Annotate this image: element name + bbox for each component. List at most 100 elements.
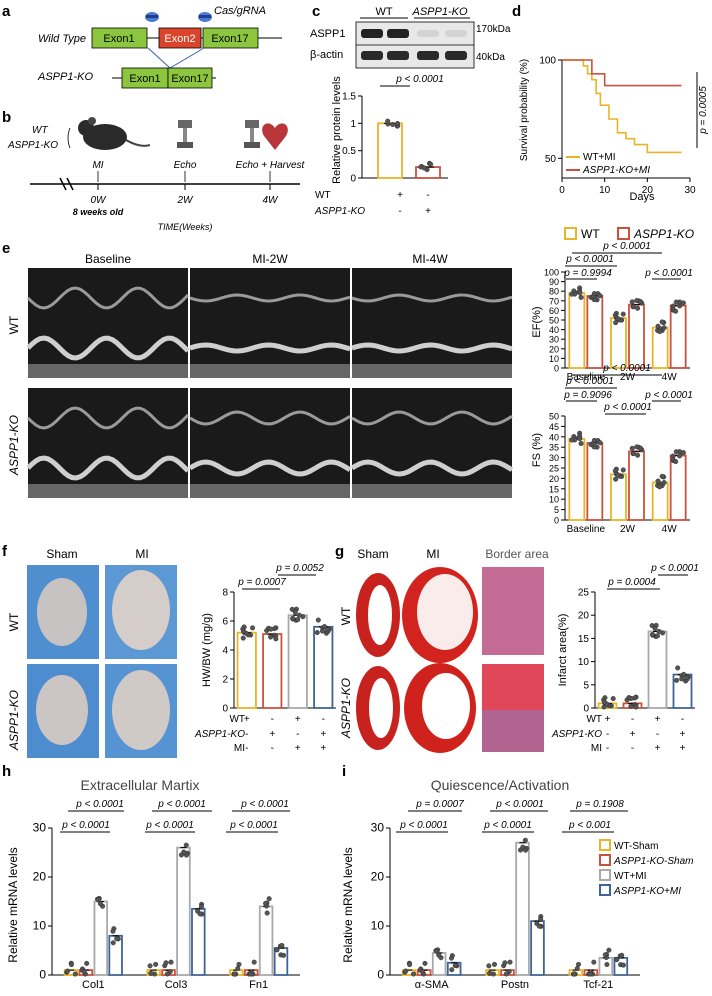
data-point xyxy=(264,910,270,916)
kda-170-label: 170kDa xyxy=(476,24,511,35)
data-point xyxy=(630,451,636,457)
sign: - xyxy=(681,714,684,725)
data-point xyxy=(235,965,241,971)
i-pvalue: p = 0.1908 xyxy=(575,799,624,810)
x-tick-label: Baseline xyxy=(567,524,606,535)
panel-a: a Wild Type Exon1 Exon2 Exon17 Cas/gRNA … xyxy=(2,3,282,89)
fs-pvalue: p = 0.9096 xyxy=(563,390,612,401)
data-point xyxy=(613,476,619,482)
data-point xyxy=(268,634,274,640)
y-tick-label: 30 xyxy=(371,821,385,835)
data-point xyxy=(536,923,542,929)
y-tick-label: 0.5 xyxy=(342,146,356,157)
bar xyxy=(262,633,283,709)
echo-wall-top xyxy=(351,293,513,303)
data-point xyxy=(613,320,619,326)
data-point xyxy=(240,635,246,641)
h-pvalue: p < 0.0001 xyxy=(157,799,206,810)
sign: + xyxy=(244,714,250,725)
data-point xyxy=(606,947,612,953)
chart-c: 0 0.5 1 1.5 xyxy=(342,92,448,185)
bar xyxy=(586,442,604,521)
echo-wall-bottom xyxy=(188,459,352,477)
y-tick-label: 1 xyxy=(350,119,356,130)
x-tick-label: Col3 xyxy=(165,979,188,991)
echo-wall-bottom xyxy=(26,455,190,481)
g-row-mi-label: MI xyxy=(591,743,602,754)
data-point xyxy=(674,677,680,683)
data-point xyxy=(448,955,454,961)
data-point xyxy=(250,625,256,631)
y-tick-label: 30 xyxy=(549,453,559,463)
x-tick-label: Tcf-21 xyxy=(583,979,613,991)
sign: + xyxy=(320,729,326,740)
data-point xyxy=(319,628,325,634)
blot-aspp1-label: ASPP1 xyxy=(310,28,345,40)
echo-image xyxy=(352,268,512,378)
data-point xyxy=(97,901,103,907)
bar xyxy=(610,317,627,369)
data-point xyxy=(502,960,508,966)
data-point xyxy=(292,609,298,615)
x-tick-label: 4W xyxy=(662,524,678,535)
f-sign-rows: + - - - + - + - + - + + xyxy=(244,714,327,754)
fs-pvalue: p < 0.0001 xyxy=(565,376,614,387)
echo-wall-bottom xyxy=(26,335,190,361)
panel-label-f: f xyxy=(2,543,8,560)
data-point xyxy=(181,849,187,855)
bar xyxy=(258,905,274,976)
data-point xyxy=(248,971,254,977)
g-row-wt: WT xyxy=(339,606,353,625)
data-point xyxy=(148,970,154,976)
x-tick-label: Fn1 xyxy=(249,979,268,991)
y-tick-label: 20 xyxy=(549,474,559,484)
x-tick-label: Col1 xyxy=(82,979,105,991)
g-row-wt-label: WT xyxy=(586,714,602,725)
data-point xyxy=(538,916,544,922)
y-tick-label: 5 xyxy=(583,680,589,691)
data-point xyxy=(251,959,257,965)
bar xyxy=(628,303,645,369)
data-point xyxy=(661,325,667,331)
data-point xyxy=(619,952,625,958)
bar xyxy=(647,630,668,709)
e-row-wt: WT xyxy=(7,315,21,334)
y-tick-label: 60 xyxy=(549,306,559,316)
data-point xyxy=(266,896,272,902)
data-point xyxy=(680,300,686,306)
data-point xyxy=(324,627,330,633)
c-sign: - xyxy=(426,190,429,201)
scissor-icon-1 xyxy=(145,12,159,22)
panel-b: b WT ASPP1-KO MI Echo Echo + Harvest xyxy=(2,109,306,232)
i-legend-item: ASPP1-KO+MI xyxy=(613,886,681,897)
data-point xyxy=(110,928,116,934)
echo-wall-top xyxy=(189,293,351,303)
b-age-label: 8 weeks old xyxy=(73,207,124,217)
sign: - xyxy=(271,714,274,725)
b-0w-label: 0W xyxy=(91,195,108,206)
sign: + xyxy=(680,729,686,740)
y-tick-label: 0 xyxy=(554,516,559,526)
data-point xyxy=(273,636,279,642)
data-point xyxy=(110,940,116,946)
data-point xyxy=(163,960,169,966)
panel-i: i Quiescence/Activation 0 10 20 30 α-SMA Post… xyxy=(341,763,693,991)
echo-image xyxy=(28,268,188,378)
data-point xyxy=(433,948,439,954)
ef-pvalue: p < 0.0001 xyxy=(602,241,651,252)
b-time-label: TIME(Weeks) xyxy=(158,222,213,232)
f-row-ko: ASPP1-KO xyxy=(7,690,21,751)
survival-line xyxy=(562,59,682,154)
i-pvalue: p < 0.0001 xyxy=(483,820,532,831)
data-point xyxy=(147,963,153,969)
sign: + xyxy=(630,729,636,740)
wild-type-label: Wild Type xyxy=(38,33,86,45)
data-point xyxy=(629,299,635,305)
panel-e: e Baseline MI-2W MI-4W WT ASPP1-KO WT AS… xyxy=(2,227,694,535)
echo-band xyxy=(28,364,188,378)
c-pvalue: p < 0.0001 xyxy=(395,74,444,85)
data-point xyxy=(197,911,203,917)
data-point xyxy=(198,904,204,910)
data-point xyxy=(657,329,663,335)
